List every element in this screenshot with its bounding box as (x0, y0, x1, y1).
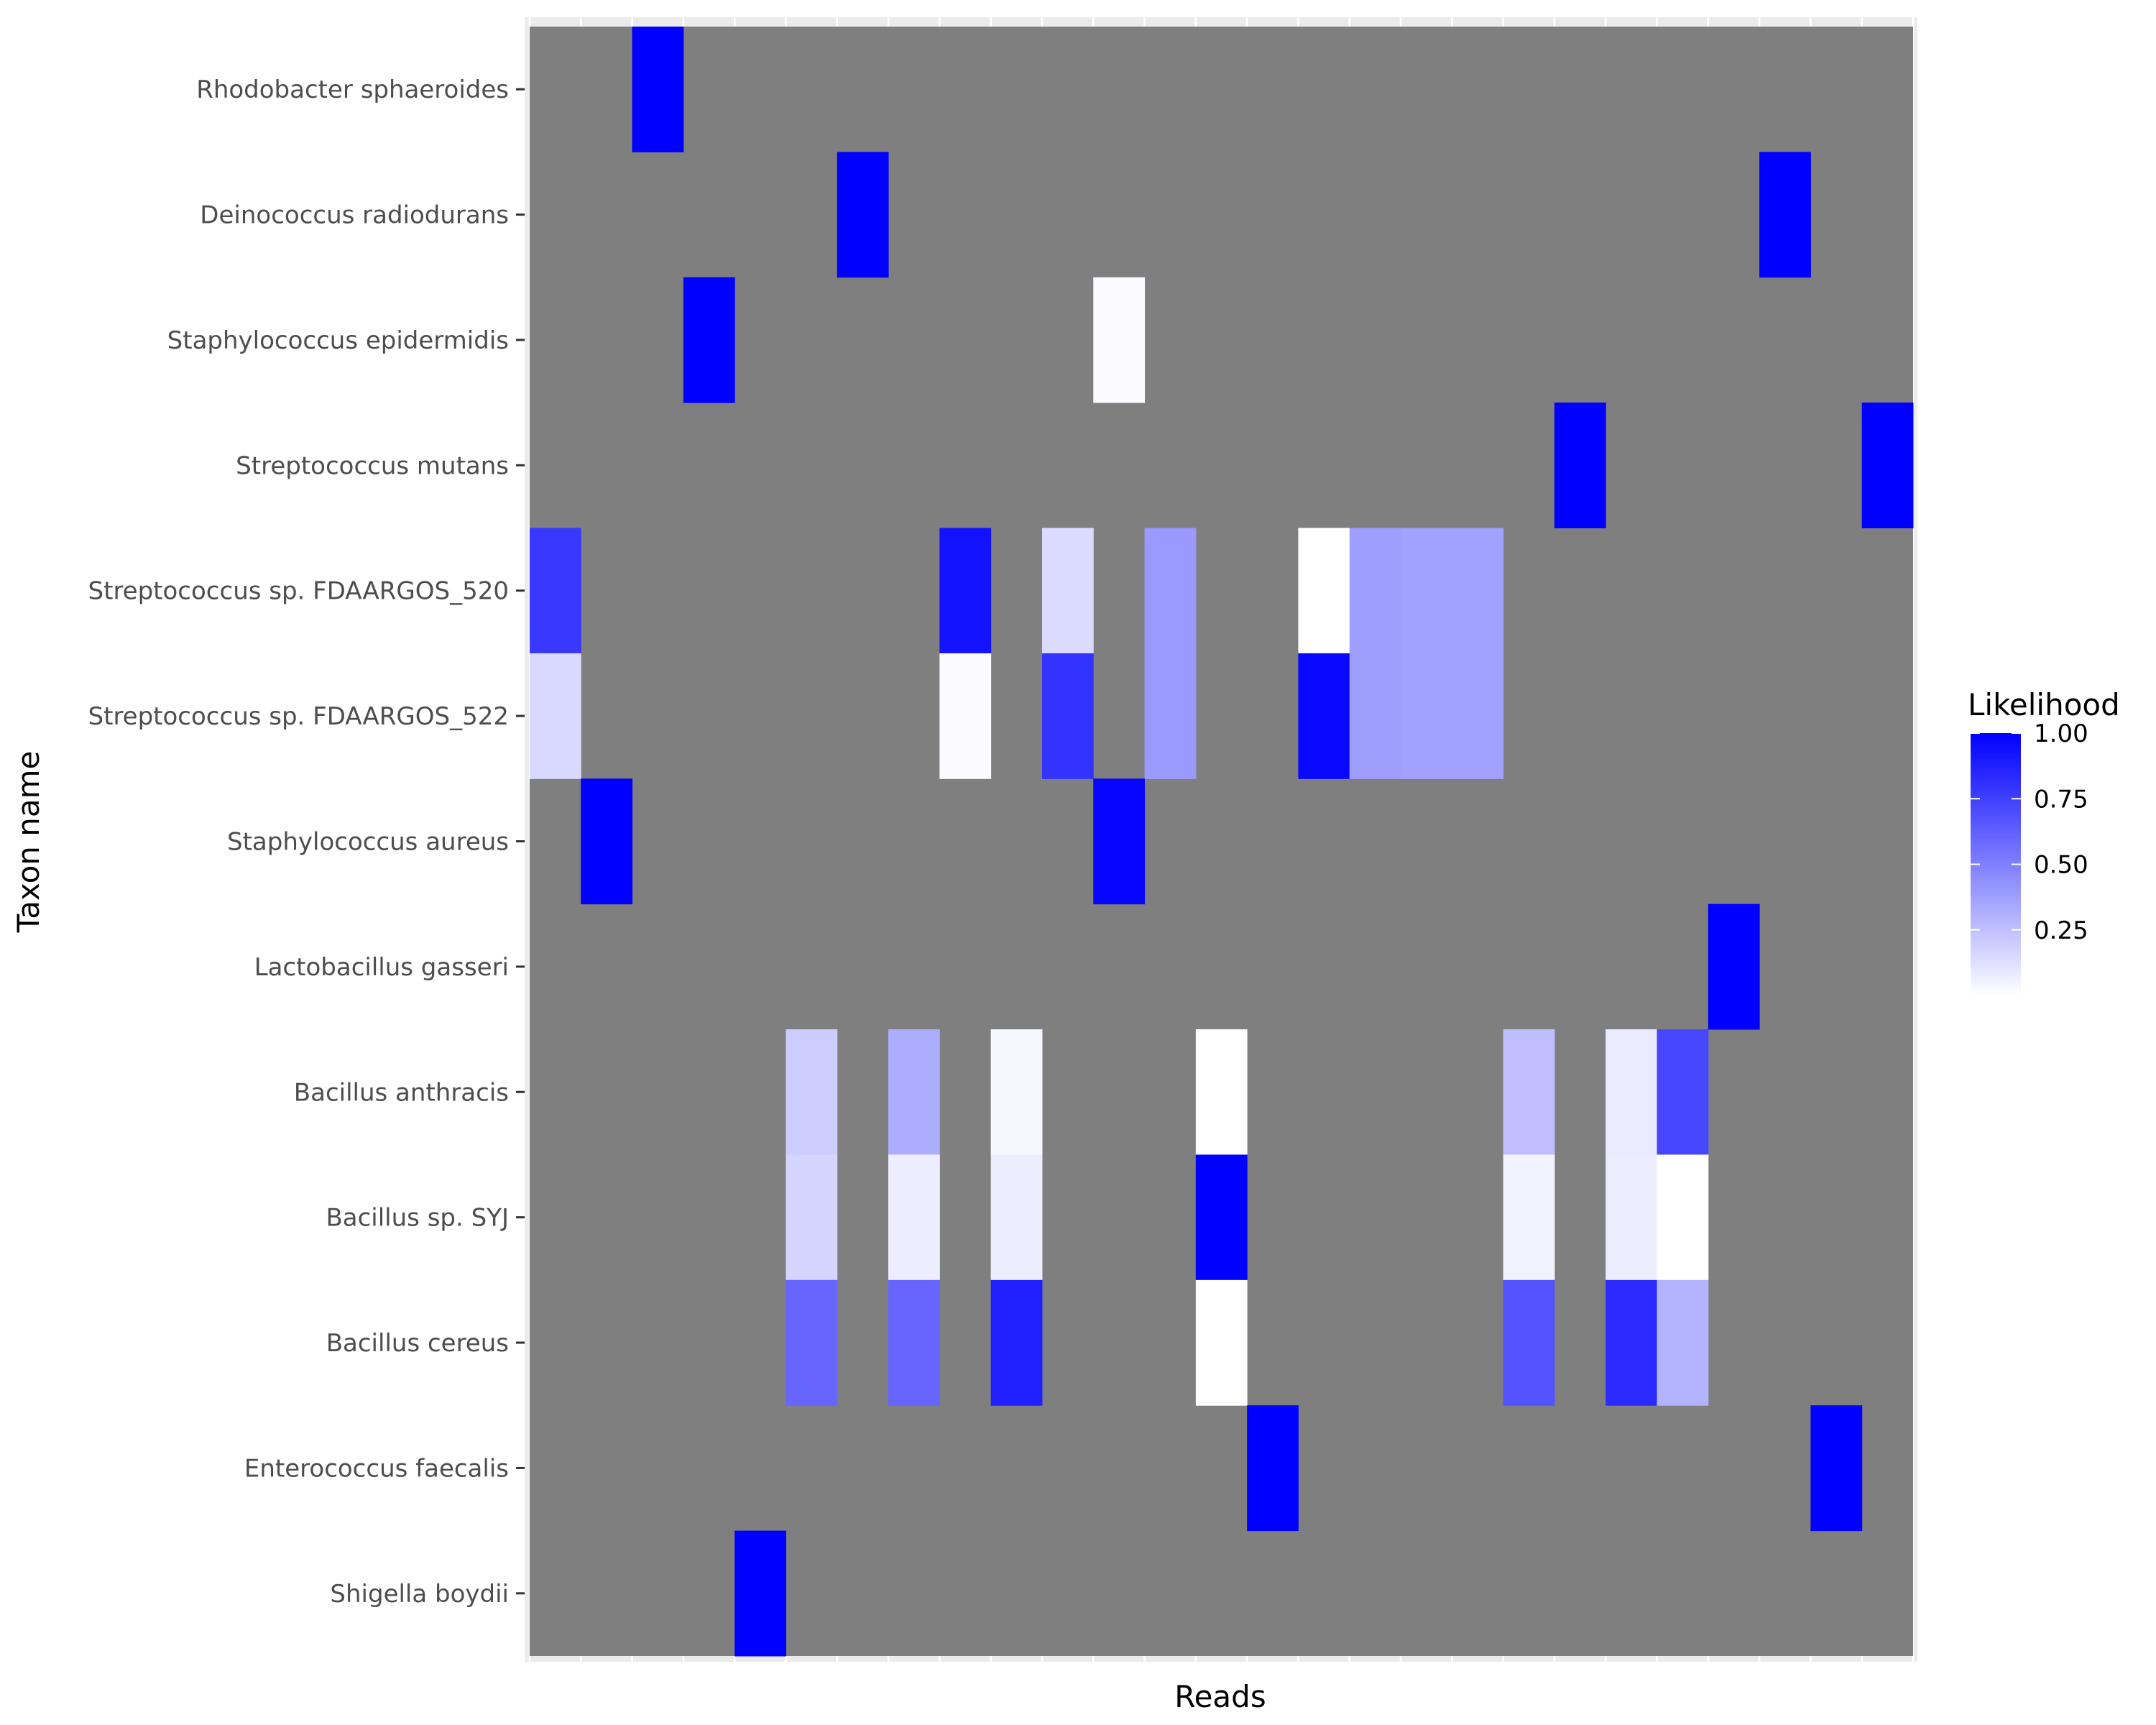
y-tick-label: Bacillus sp. SYJ (326, 1204, 509, 1233)
heatmap-cell (1349, 528, 1401, 654)
heatmap-cell (683, 277, 735, 403)
y-axis: Rhodobacter sphaeroides Deinococcus radio… (88, 75, 525, 1609)
legend-title: Likelihood (1968, 687, 2120, 722)
heatmap-cell (1041, 653, 1094, 779)
heatmap-cell (632, 27, 684, 152)
heatmap-cell (1606, 1029, 1658, 1155)
heatmap-cell (1657, 1029, 1709, 1155)
heatmap-cell (888, 1029, 940, 1155)
heatmap-cell (1708, 903, 1760, 1030)
heatmap-cell (1144, 528, 1197, 654)
heatmap-cell (1810, 1405, 1863, 1532)
x-axis-title: Reads (1174, 1679, 1266, 1714)
legend-tick-label: 0.50 (2034, 851, 2088, 880)
heatmap-cell (1606, 1279, 1658, 1406)
heatmap-cell (786, 1029, 838, 1155)
legend-tick-label: 0.25 (2034, 916, 2088, 945)
heatmap-cell (1606, 1154, 1658, 1281)
heatmap-cell (1195, 1279, 1248, 1406)
heatmap-cell (888, 1154, 940, 1281)
heatmap-cell (1195, 1154, 1248, 1281)
heatmap-cell (1657, 1279, 1709, 1406)
heatmap-cell (1554, 402, 1606, 529)
y-tick-label: Streptococcus sp. FDAARGOS_520 (88, 577, 509, 606)
heatmap-cell (1195, 1029, 1248, 1155)
heatmap-cell (1503, 1154, 1555, 1281)
heatmap-cell (734, 1530, 786, 1657)
heatmap-cell (990, 1029, 1043, 1155)
heatmap-cell (530, 528, 581, 654)
heatmap-cell (1093, 778, 1146, 905)
heatmap-cell (1247, 1405, 1299, 1532)
heatmap-cell (939, 653, 992, 779)
heatmap-cell (990, 1154, 1043, 1281)
heatmap-cell (786, 1154, 838, 1281)
color-legend: Likelihood 1.00 0.75 0.50 0.25 (1968, 687, 2120, 995)
heatmap-cell (1298, 653, 1350, 779)
heatmap-cell (1401, 653, 1452, 779)
y-tick-label: Staphylococcus aureus (227, 828, 509, 857)
y-tick-label: Bacillus cereus (326, 1329, 509, 1358)
heatmap-cell (1401, 528, 1452, 654)
y-tick-label: Streptococcus mutans (236, 451, 509, 480)
heatmap-cell (1349, 653, 1401, 779)
heatmap-cell (1861, 402, 1914, 529)
heatmap-cell (1298, 528, 1350, 654)
heatmap-cell (1759, 152, 1811, 278)
heatmap-cell (1657, 1154, 1709, 1281)
heatmap-cell (530, 653, 581, 779)
na-tile-area (530, 27, 1913, 1656)
heatmap-cell (1144, 653, 1197, 779)
heatmap-cells (530, 27, 1914, 1657)
heatmap-cell (786, 1279, 838, 1406)
heatmap-cell (990, 1279, 1043, 1406)
heatmap-cell (1093, 277, 1146, 403)
y-tick-label: Lactobacillus gasseri (254, 953, 509, 982)
y-tick-label: Shigella boydii (330, 1580, 509, 1609)
heatmap-cell (1452, 528, 1504, 654)
heatmap-cell (939, 528, 992, 654)
y-axis-title: Taxon name (11, 751, 46, 934)
y-tick-label: Rhodobacter sphaeroides (196, 75, 509, 104)
legend-tick-label: 0.75 (2034, 785, 2088, 814)
heatmap-cell (837, 152, 889, 278)
y-tick-label: Bacillus anthracis (294, 1078, 509, 1107)
plot-panel (525, 17, 1917, 1662)
heatmap-cell (581, 778, 633, 905)
y-tick-label: Enterococcus faecalis (244, 1454, 509, 1483)
heatmap-cell (1041, 528, 1094, 654)
y-tick-label: Staphylococcus epidermidis (167, 326, 509, 355)
heatmap-cell (1503, 1029, 1555, 1155)
legend-tick-label: 1.00 (2034, 719, 2088, 748)
y-tick-label: Deinococcus radiodurans (200, 201, 509, 230)
heatmap-cell (1452, 653, 1504, 779)
y-tick-label: Streptococcus sp. FDAARGOS_522 (88, 702, 509, 731)
heatmap-cell (1503, 1279, 1555, 1406)
heatmap-cell (888, 1279, 940, 1406)
